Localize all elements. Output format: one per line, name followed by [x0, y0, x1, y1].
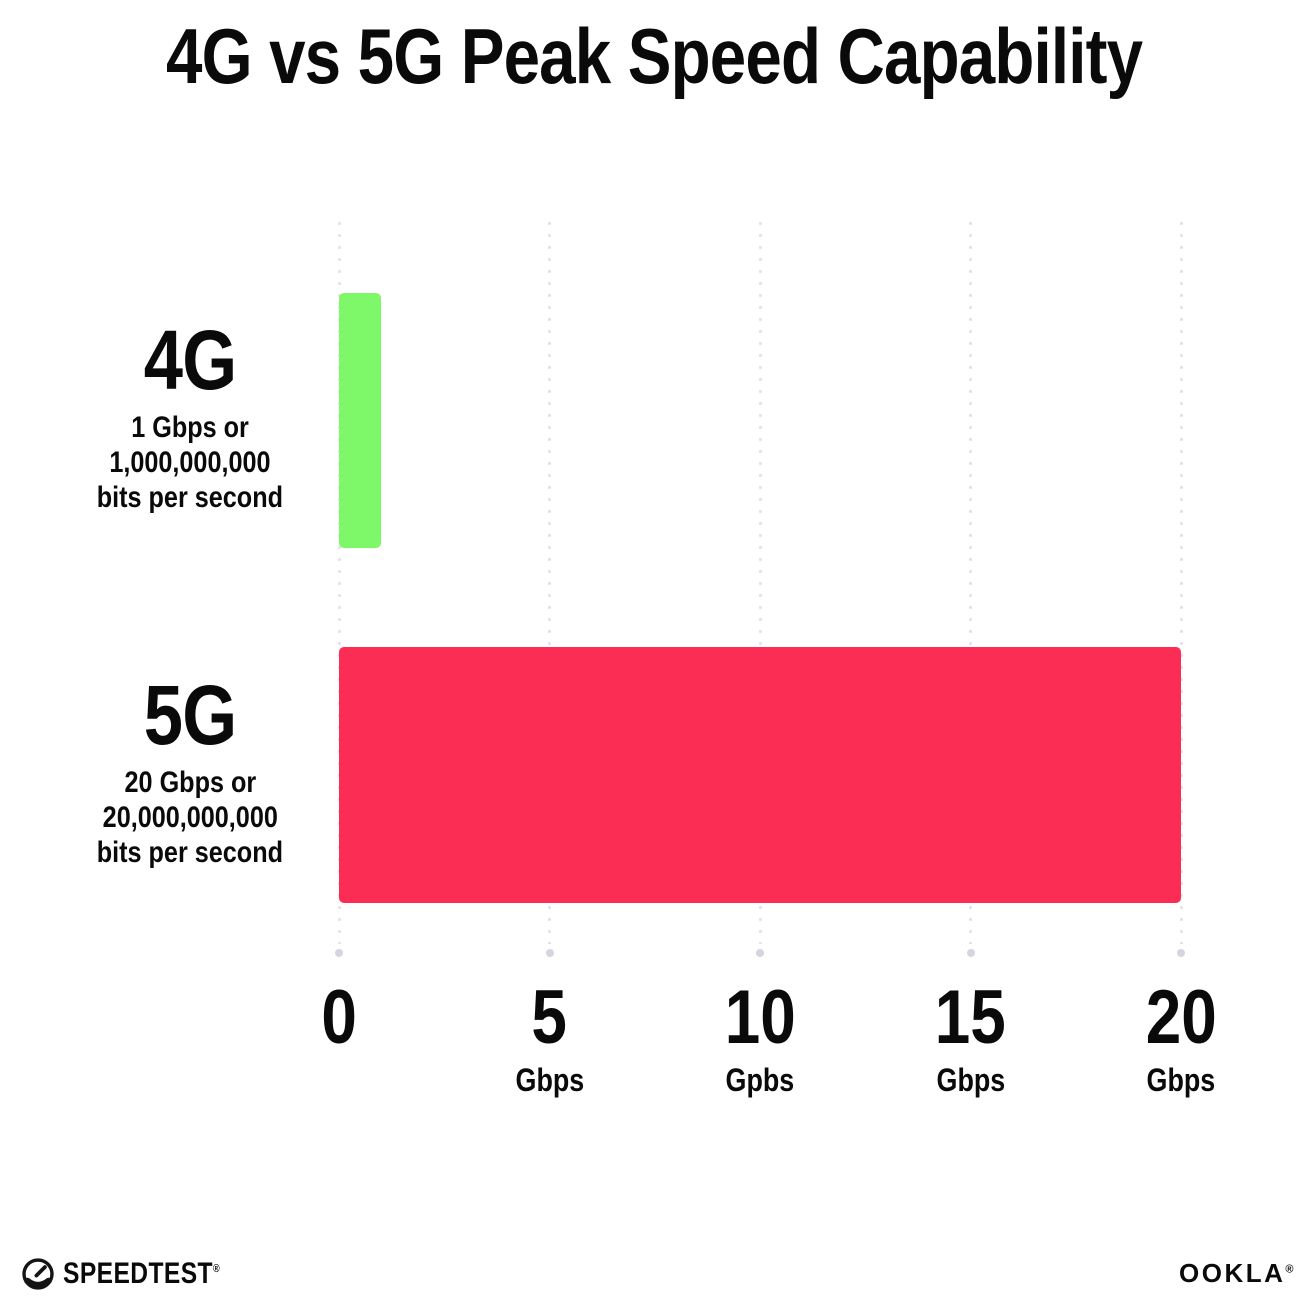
- gridline-end-dot: [335, 949, 343, 957]
- registered-mark: ®: [1285, 1263, 1296, 1276]
- category-name-5g: 5G: [143, 668, 237, 762]
- gridline-20: [1179, 222, 1183, 944]
- category-name-4g: 4G: [143, 313, 237, 407]
- ookla-logo: OOKLA®: [1179, 1258, 1296, 1288]
- bar-4g: [339, 293, 381, 548]
- bar-5g: [339, 647, 1181, 903]
- speedtest-logo: SPEEDTEST®: [20, 1256, 254, 1292]
- gridline-15: [969, 222, 972, 944]
- x-tick-10: 10 Gpbs: [724, 975, 796, 1098]
- gridline-end-dot: [966, 949, 975, 957]
- x-tick-15: 15 Gbps: [934, 975, 1007, 1098]
- x-tick-20: 20 Gbps: [1145, 975, 1217, 1098]
- category-label-5g: 5G 20 Gbps or 20,000,000,000 bits per se…: [40, 673, 340, 870]
- chart-title: 4G vs 5G Peak Speed Capability: [165, 12, 1143, 100]
- gridline-10: [758, 222, 762, 944]
- category-label-4g: 4G 1 Gbps or 1,000,000,000 bits per seco…: [40, 318, 340, 515]
- gridline-5: [548, 222, 551, 944]
- category-sublabel-4g: 1 Gbps or 1,000,000,000 bits per second: [96, 411, 284, 514]
- gridline-end-dot: [545, 949, 554, 957]
- registered-mark: ®: [212, 1263, 221, 1275]
- gridline-end-dot: [756, 949, 764, 957]
- speedtest-wordmark: SPEEDTEST®: [63, 1257, 221, 1290]
- gridline-end-dot: [1177, 949, 1185, 957]
- speedometer-gauge-icon: [20, 1256, 56, 1292]
- category-sublabel-5g: 20 Gbps or 20,000,000,000 bits per secon…: [96, 766, 284, 869]
- x-tick-5: 5 Gbps: [515, 975, 584, 1098]
- gridline-0: [337, 222, 341, 944]
- x-tick-0: 0: [321, 975, 357, 1060]
